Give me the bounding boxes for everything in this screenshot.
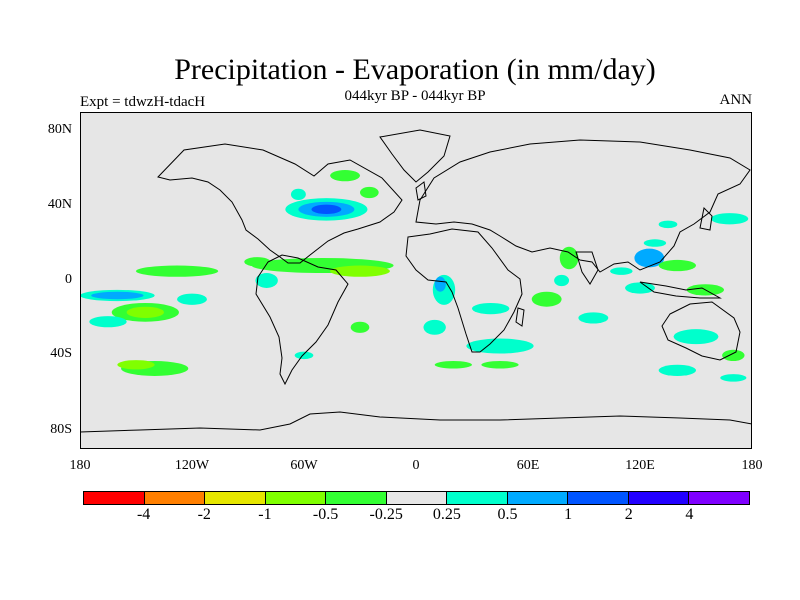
lat-tick-40n: 40N: [47, 197, 72, 212]
africa-coast: [405, 228, 523, 353]
legend-swatch-8: [567, 491, 628, 505]
legend-swatch-10: [688, 491, 751, 505]
legend-label-3: -0.5: [312, 506, 339, 523]
uk-coast: [415, 181, 427, 201]
anomaly-region-26: [472, 302, 510, 315]
legend-label-9: 4: [685, 506, 694, 523]
legend-swatch-0: [83, 491, 144, 505]
lon-tick-180w: 180: [69, 458, 91, 473]
anomaly-region-7: [330, 265, 390, 277]
lon-tick-60w: 60W: [290, 458, 318, 473]
anomaly-region-15: [177, 293, 207, 305]
legend-label-7: 1: [564, 506, 573, 523]
coastlines: [80, 129, 752, 433]
lon-tick-180e: 180: [741, 458, 763, 473]
legend-label-1: -2: [197, 506, 211, 523]
anomaly-region-23: [466, 338, 534, 354]
legend-label-6: 0.5: [497, 506, 518, 523]
anomaly-region-39: [643, 239, 667, 247]
anomaly-region-2: [311, 204, 342, 215]
map-background: [80, 112, 752, 449]
legend-swatch-2: [204, 491, 265, 505]
anomaly-region-14: [89, 316, 127, 328]
anomaly-region-18: [255, 273, 278, 288]
anomaly-region-41: [658, 220, 678, 229]
experiment-label: Expt = tdwzH-tdacH: [80, 94, 206, 110]
anomaly-region-36: [658, 364, 696, 376]
anomaly-region-29: [554, 274, 570, 287]
anomaly-region-19: [350, 321, 370, 333]
indonesia-coast: [639, 281, 722, 299]
anomaly-region-11: [91, 291, 144, 300]
anomaly-region-21: [434, 276, 446, 292]
lat-tick-80s: 80S: [50, 422, 72, 437]
anomaly-region-13: [126, 306, 164, 318]
lon-tick-120e: 120E: [625, 458, 655, 473]
anomaly-region-3: [330, 170, 360, 182]
japan-coast: [699, 206, 713, 231]
india-coast: [575, 251, 599, 285]
anomaly-region-28: [559, 246, 579, 270]
anomaly-region-33: [625, 282, 655, 294]
anomaly-region-9: [244, 257, 271, 267]
season-label: ANN: [719, 92, 753, 108]
anomaly-region-37: [722, 349, 745, 362]
legend-swatch-1: [143, 491, 205, 505]
antarctica-coast: [80, 411, 752, 433]
map-frame: [80, 112, 752, 449]
legend-swatch-4: [325, 491, 386, 505]
anomaly-region-24: [481, 361, 519, 369]
legend-swatch-9: [627, 491, 689, 505]
north-america-coast: [157, 143, 403, 264]
anomaly-region-8: [136, 265, 219, 277]
legend-swatch-5: [385, 491, 447, 505]
australia-coast: [661, 301, 741, 361]
greenland-coast: [379, 129, 451, 183]
madagascar-coast: [515, 307, 525, 327]
eurasia-coast: [415, 139, 751, 273]
legend-label-2: -1: [258, 506, 272, 523]
lon-tick-60e: 60E: [516, 458, 540, 473]
chart-title: Precipitation - Evaporation (in mm/day): [174, 53, 656, 86]
legend-label-5: 0.25: [432, 506, 461, 523]
legend-swatch-3: [264, 491, 326, 505]
lon-tick-0: 0: [412, 458, 420, 473]
anomaly-region-25: [434, 361, 473, 369]
anomaly-region-38: [720, 374, 747, 382]
south-america-coast: [255, 254, 349, 386]
legend-swatch-6: [446, 491, 507, 505]
anomaly-region-5: [360, 186, 379, 199]
anomaly-region-31: [634, 248, 665, 268]
color-legend: [83, 491, 751, 505]
anomaly-region-17: [117, 360, 155, 370]
lat-tick-80n: 80N: [47, 122, 72, 137]
anomaly-region-4: [290, 188, 306, 200]
legend-label-4: -0.25: [369, 506, 403, 523]
precip-evap-map: [80, 112, 752, 449]
legend-label-0: -4: [136, 506, 151, 523]
anomaly-region-32: [658, 259, 696, 272]
anomaly-region-42: [610, 267, 633, 275]
anomaly-field: [80, 170, 749, 382]
anomaly-region-35: [673, 329, 719, 345]
lat-tick-40s: 40S: [50, 346, 72, 361]
anomaly-region-27: [531, 291, 562, 307]
anomaly-region-30: [578, 312, 609, 324]
lon-tick-120w: 120W: [174, 458, 210, 473]
lat-tick-eq: 0: [65, 272, 72, 287]
legend-label-8: 2: [624, 506, 633, 523]
chart-subtitle: 044kyr BP - 044kyr BP: [344, 88, 486, 104]
anomaly-region-22: [423, 319, 446, 335]
anomaly-region-40: [710, 213, 749, 225]
legend-swatch-7: [506, 491, 568, 505]
anomaly-region-43: [294, 351, 314, 360]
